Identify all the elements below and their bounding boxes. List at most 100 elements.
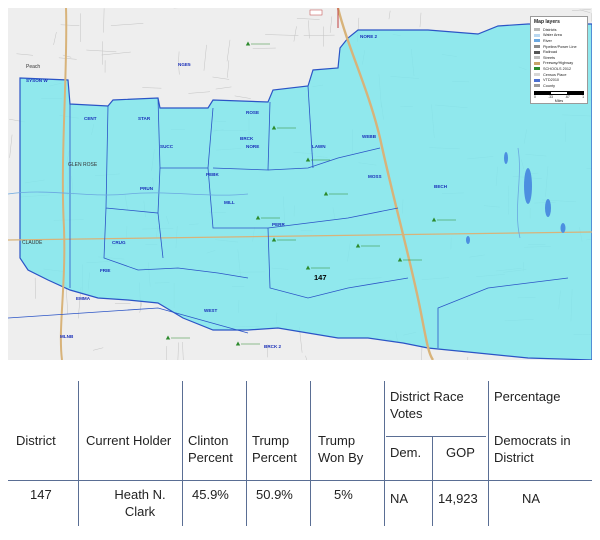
col-divider (246, 381, 247, 526)
precinct-label: WEST (204, 308, 217, 313)
precinct-label: LAWN (312, 144, 326, 149)
street (188, 91, 210, 94)
street (303, 34, 335, 36)
legend-item: Districts (534, 27, 584, 33)
scale-unit: Miles (554, 98, 564, 103)
legend-swatch (534, 67, 540, 71)
cell-current-holder: Heath N. Clark (114, 487, 166, 519)
header-trump-percent: Trump Percent (252, 433, 297, 465)
precinct-label: SUCC (160, 144, 174, 149)
header-rule (8, 480, 592, 481)
school-icon (271, 125, 277, 130)
precinct-label: NORE (246, 144, 259, 149)
street (421, 346, 423, 360)
header-trump-won-by: Trump Won By (318, 433, 364, 465)
street (53, 32, 57, 45)
scale-tick-label: 1 (582, 94, 584, 99)
precinct-label: CENT (84, 116, 97, 121)
district-number-label: 147 (314, 273, 327, 282)
precinct-label: PRUN (140, 186, 154, 191)
legend-label: Freeway/Highway (543, 61, 574, 66)
district-stats-table: District Current Holder Clinton Percent … (0, 376, 600, 528)
street (234, 95, 251, 99)
precinct-boundaries (8, 85, 569, 348)
legend-label: River (543, 38, 552, 43)
street (215, 86, 232, 90)
precinct-label: SYSON W (26, 78, 48, 83)
scale-tick-label: 0 (534, 94, 536, 99)
precinct-label: MILL (224, 200, 235, 205)
col-divider (384, 381, 385, 526)
school-icon (165, 335, 171, 340)
col-divider (78, 381, 79, 526)
precinct-label: MLNB (60, 334, 74, 339)
legend-label: SCHOOLS 2012 (543, 66, 572, 71)
header-dem: Dem. (390, 445, 422, 460)
legend-swatch (534, 39, 540, 43)
header-district: District (16, 433, 56, 448)
precinct-label: ROSE (246, 110, 259, 115)
col-divider (182, 381, 183, 526)
legend-items: Districts Water Area River Pipeline/Power L… (534, 27, 584, 89)
school-icon (431, 217, 437, 222)
legend-swatch (534, 28, 540, 32)
water-bodies (466, 152, 566, 244)
street (103, 8, 105, 33)
place-label: CLAUDE (22, 240, 43, 246)
place-labels: Peach CLAUDE GLEN ROSE (22, 64, 98, 246)
legend-label: Pipeline/Power Line (543, 44, 577, 49)
street (58, 57, 77, 60)
map-legend: Map layers Districts Water Area River Pipel… (530, 16, 588, 104)
precinct-label: FRIE (100, 268, 110, 273)
legend-swatch (534, 84, 540, 88)
precinct-label: EMMA (76, 296, 91, 301)
scale-bar (534, 90, 584, 95)
legend-label: Water Area (543, 33, 562, 38)
precinct-label: BRCK 2 (264, 344, 282, 349)
precinct-label: NORE 2 (360, 34, 378, 39)
school-icon (245, 41, 251, 46)
legend-label: VTD2010 (543, 78, 560, 83)
street (265, 34, 299, 36)
street (178, 51, 180, 63)
legend-label: Census Place (543, 72, 567, 77)
legend-swatch (534, 33, 540, 37)
legend-item: County (534, 83, 584, 89)
street (86, 49, 117, 53)
legend-swatch (534, 78, 540, 82)
scale-tick-label: .67 (565, 94, 570, 99)
street (60, 24, 80, 26)
street (388, 10, 391, 20)
precinct-label: STAR (138, 116, 151, 121)
highway-central (8, 231, 592, 241)
school-icon (305, 157, 311, 162)
highway-shield (309, 9, 323, 16)
precinct-label: PEBK (206, 172, 219, 177)
street (203, 44, 207, 71)
precinct-label: WEBB (362, 134, 377, 139)
place-label: GLEN ROSE (68, 162, 98, 168)
legend-item: Water Area (534, 33, 584, 39)
street (305, 355, 308, 360)
legend-item: SCHOOLS 2012 (534, 66, 584, 72)
place-label: Peach (26, 64, 40, 70)
street (182, 341, 184, 360)
street (16, 53, 34, 56)
street (293, 26, 297, 42)
precinct-label: NGE5 (178, 62, 191, 67)
street (178, 62, 180, 75)
cell-gop-votes: 14,923 (438, 491, 478, 506)
school-icon (305, 265, 311, 270)
street (142, 87, 162, 89)
header-gop: GOP (446, 445, 475, 460)
header-percentage: Percentage (494, 389, 561, 404)
cell-clinton-percent: 45.9% (192, 487, 229, 502)
street (296, 18, 320, 20)
col-divider (310, 381, 311, 526)
district-map[interactable]: SYSON W CENT SUCC PEBK ROSE NORE BECH PRUN MILL B… (8, 8, 592, 360)
street (212, 76, 230, 80)
street (329, 16, 333, 33)
legend-label: Railroad (543, 50, 558, 55)
precinct-label: BRCK (240, 136, 254, 141)
precinct-labels: SYSON W CENT SUCC PEBK ROSE NORE BECH PRUN MILL B… (26, 34, 448, 349)
